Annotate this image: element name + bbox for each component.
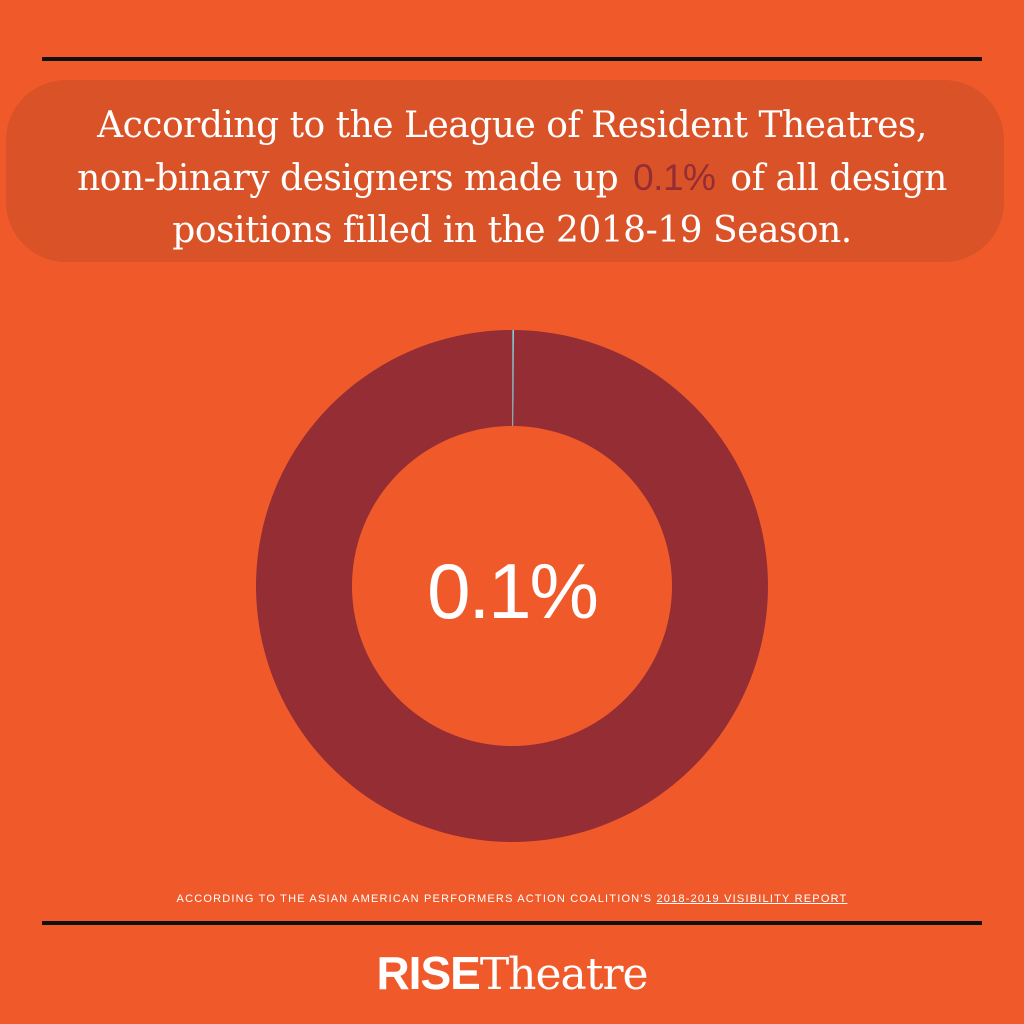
donut-slice-0 [512, 330, 515, 427]
headline-line-2: non-binary designers made up 0.1% of all… [0, 152, 1024, 205]
headline-highlight-value: 0.1% [633, 157, 716, 198]
donut-center-value: 0.1% [427, 547, 599, 635]
rise-theatre-logo: RISETheatre [0, 946, 1024, 1000]
source-report-link[interactable]: 2018-2019 VISIBILITY REPORT [656, 893, 848, 905]
donut-slice-1 [255, 329, 768, 842]
headline-line-3: positions filled in the 2018-19 Season. [172, 210, 852, 251]
headline-panel [6, 80, 1004, 262]
headline-line-2-before: non-binary designers made up [77, 158, 619, 199]
headline-line-1: According to the League of Resident Thea… [97, 105, 927, 146]
logo-theatre: Theatre [479, 949, 649, 1000]
bottom-divider [42, 921, 982, 925]
headline: According to the League of Resident Thea… [0, 100, 1024, 257]
source-note: ACCORDING TO THE ASIAN AMERICAN PERFORME… [0, 893, 1024, 905]
top-divider [42, 57, 982, 61]
source-prefix: ACCORDING TO THE ASIAN AMERICAN PERFORME… [176, 893, 653, 905]
headline-line-2-after: of all design [730, 158, 947, 199]
logo-rise: RISE [376, 947, 480, 999]
